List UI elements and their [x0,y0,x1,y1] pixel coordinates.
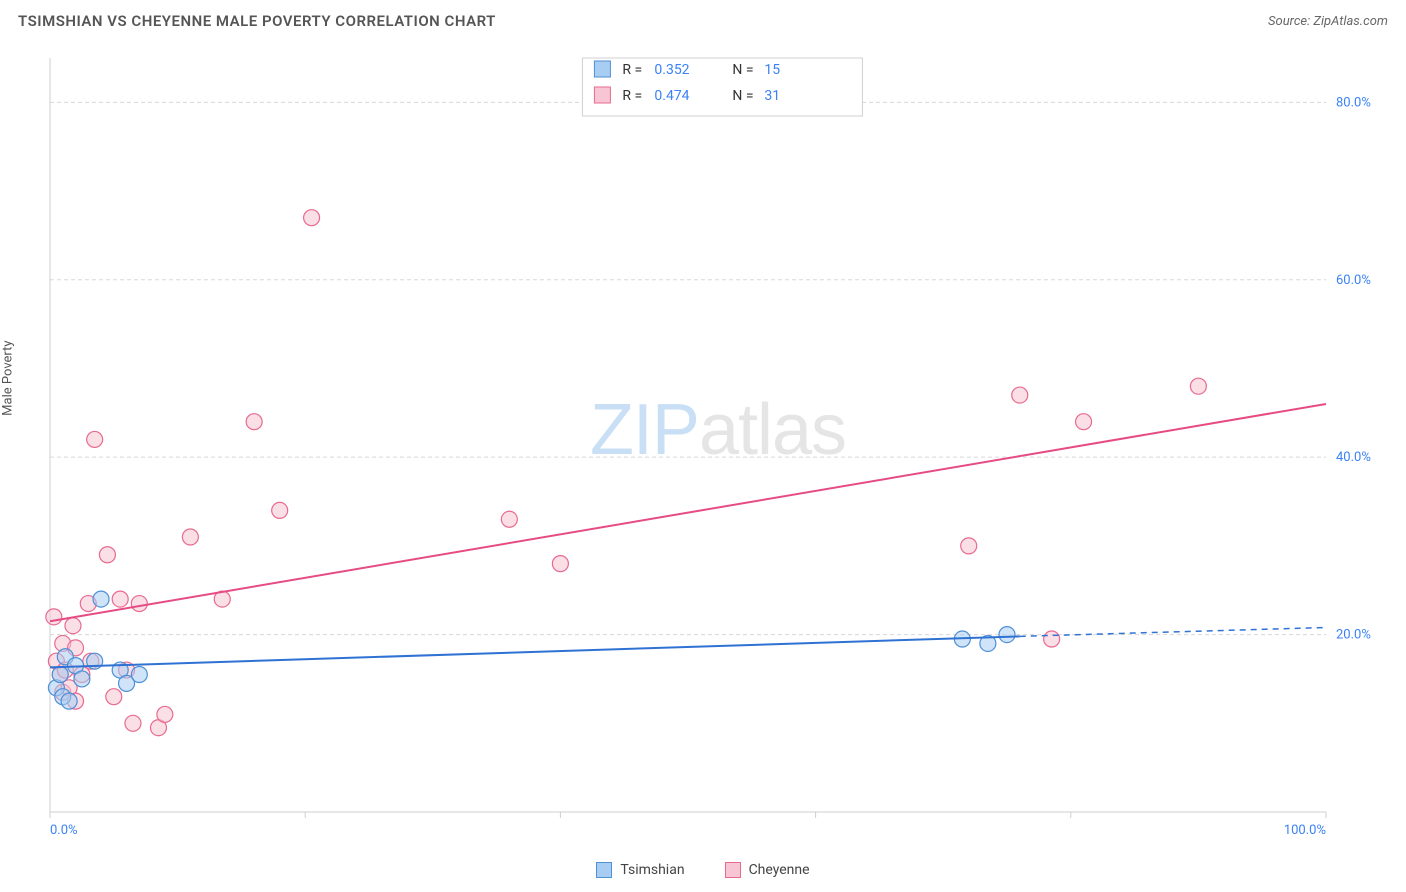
data-point-tsimshian [131,667,147,683]
data-point-cheyenne [1044,631,1060,647]
data-point-cheyenne [99,547,115,563]
y-tick-label: 80.0% [1336,95,1371,110]
data-point-cheyenne [65,618,81,634]
stats-n-label: N = [732,62,753,78]
data-point-cheyenne [87,431,103,447]
data-point-tsimshian [74,671,90,687]
stats-swatch [594,61,610,77]
data-point-cheyenne [106,689,122,705]
data-point-cheyenne [112,591,128,607]
legend-swatch-tsimshian [596,862,612,878]
stats-n-value: 31 [764,88,780,104]
data-point-tsimshian [52,667,68,683]
source-attribution: Source: ZipAtlas.com [1268,14,1388,29]
data-point-cheyenne [46,609,62,625]
stats-r-value: 0.352 [654,62,689,78]
legend-swatch-cheyenne [725,862,741,878]
y-tick-label: 60.0% [1336,273,1371,288]
legend-label-cheyenne: Cheyenne [749,862,810,878]
trendline-tsimshian [50,636,1020,667]
data-point-tsimshian [999,627,1015,643]
stats-swatch [594,87,610,103]
bottom-legend: Tsimshian Cheyenne [0,862,1406,878]
data-point-cheyenne [552,556,568,572]
y-axis-label: Male Poverty [1,340,16,415]
x-tick-label: 0.0% [50,823,78,838]
data-point-cheyenne [1190,378,1206,394]
y-tick-label: 20.0% [1336,628,1371,643]
data-point-tsimshian [93,591,109,607]
data-point-cheyenne [125,715,141,731]
chart-container: ZIPatlas 20.0%40.0%60.0%80.0%0.0%100.0%R… [40,50,1396,842]
y-tick-label: 40.0% [1336,450,1371,465]
data-point-cheyenne [272,502,288,518]
legend-item-cheyenne: Cheyenne [725,862,810,878]
data-point-cheyenne [961,538,977,554]
data-point-cheyenne [501,511,517,527]
data-point-cheyenne [131,596,147,612]
data-point-cheyenne [1076,414,1092,430]
data-point-tsimshian [61,693,77,709]
x-tick-label: 100.0% [1284,823,1326,838]
data-point-cheyenne [304,210,320,226]
stats-n-label: N = [732,88,753,104]
scatter-chart: 20.0% 40.0% 60.0% 80.0% 0.0% 100.0% R = 0.352 N … [40,50,1396,842]
stats-r-label: R = [622,88,642,104]
data-point-cheyenne [246,414,262,430]
stats-r-value: 0.474 [654,88,689,104]
stats-n-value: 15 [764,62,780,78]
chart-title: TSIMSHIAN VS CHEYENNE MALE POVERTY CORRE… [18,12,496,30]
data-point-cheyenne [157,706,173,722]
data-point-cheyenne [1012,387,1028,403]
legend-item-tsimshian: Tsimshian [596,862,684,878]
legend-label-tsimshian: Tsimshian [620,862,684,878]
stats-r-label: R = [622,62,642,78]
trendline-cheyenne [50,404,1326,621]
data-point-cheyenne [182,529,198,545]
